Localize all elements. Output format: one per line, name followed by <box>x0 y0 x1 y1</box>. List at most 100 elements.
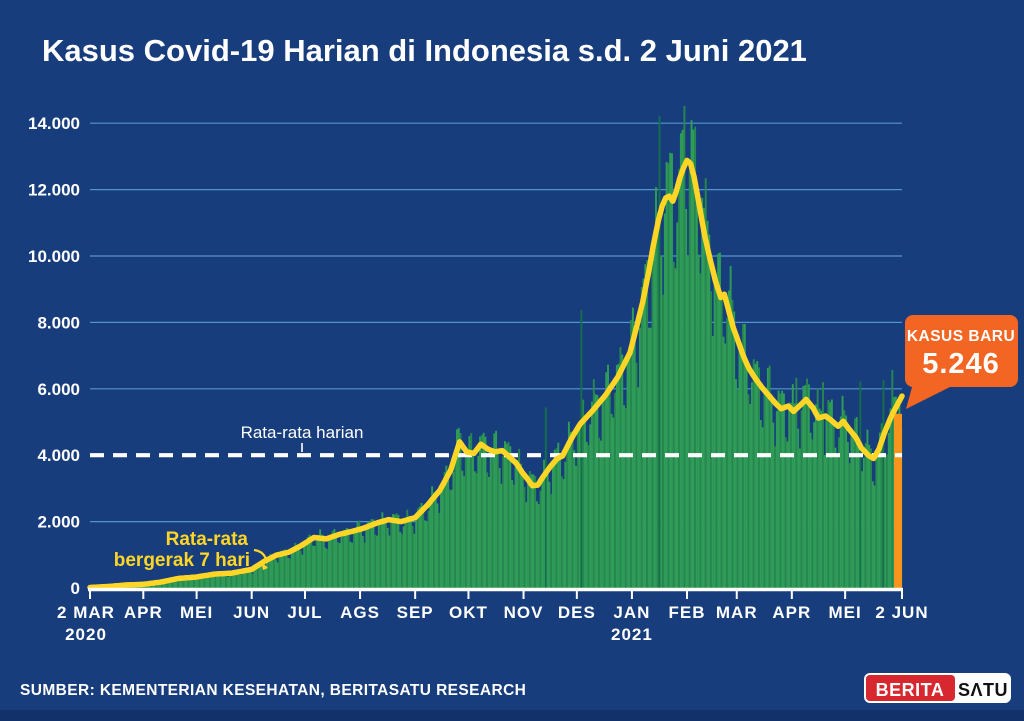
daily-bar <box>406 509 409 588</box>
daily-bar <box>818 408 821 588</box>
daily-bar <box>525 502 528 588</box>
daily-bar <box>379 520 382 588</box>
daily-average-label: Rata-rata harian <box>241 423 364 442</box>
daily-bar <box>212 576 215 588</box>
daily-bar <box>642 278 645 588</box>
daily-bar <box>388 535 391 588</box>
daily-bar <box>619 347 622 588</box>
daily-bar <box>335 535 338 588</box>
daily-bar <box>269 554 272 588</box>
moving-average-line <box>87 157 905 591</box>
daily-bar <box>210 573 213 588</box>
daily-bar <box>603 396 606 588</box>
daily-bar <box>683 106 686 588</box>
daily-bar <box>655 187 657 588</box>
daily-bar <box>198 576 201 588</box>
daily-bar <box>242 570 245 588</box>
moving-average-path <box>87 157 905 591</box>
daily-bar <box>640 287 643 588</box>
daily-bar <box>848 463 851 588</box>
daily-bar <box>656 212 659 588</box>
daily-bar <box>470 433 473 588</box>
daily-bar <box>870 448 872 588</box>
daily-bar <box>402 526 405 588</box>
daily-bar <box>235 571 238 588</box>
daily-bar <box>580 310 583 588</box>
daily-bar <box>521 468 524 588</box>
daily-bar <box>777 390 780 588</box>
daily-bar <box>336 542 339 588</box>
daily-bar <box>610 413 613 588</box>
daily-bar <box>207 574 210 588</box>
daily-bar <box>846 441 849 588</box>
y-axis-tick-label: 14.000 <box>28 114 80 133</box>
daily-bar <box>392 513 394 588</box>
daily-bar <box>537 504 540 588</box>
daily-bar <box>832 423 835 588</box>
daily-bar <box>338 543 341 588</box>
daily-bar <box>315 540 318 588</box>
daily-bar <box>864 443 867 588</box>
daily-bar <box>548 481 551 588</box>
daily-bar <box>184 577 187 588</box>
daily-bar <box>168 580 171 588</box>
x-axis <box>88 587 903 599</box>
daily-bar <box>878 432 881 588</box>
daily-bar <box>669 152 672 589</box>
daily-bar <box>162 582 165 588</box>
daily-bar <box>166 581 169 588</box>
daily-bar <box>868 444 871 588</box>
daily-bar <box>614 392 617 588</box>
daily-bar <box>649 327 652 588</box>
daily-bar <box>541 475 544 588</box>
daily-bar <box>171 578 174 588</box>
x-axis-month-label: FEB <box>669 603 706 622</box>
moving-average-arrow <box>253 548 269 564</box>
daily-bar <box>635 362 638 588</box>
daily-bar <box>326 549 329 588</box>
daily-bar <box>374 534 377 588</box>
daily-bar <box>662 294 665 588</box>
daily-bar <box>710 291 713 588</box>
daily-bar <box>415 519 418 588</box>
daily-bar <box>365 529 368 588</box>
daily-bar <box>320 534 323 588</box>
daily-bar <box>687 256 689 588</box>
daily-bar <box>159 581 162 588</box>
daily-bar <box>791 384 794 588</box>
daily-bar <box>857 440 860 588</box>
daily-bar <box>535 501 538 588</box>
daily-bar <box>786 441 789 588</box>
daily-bar <box>333 529 336 588</box>
daily-bar <box>592 379 595 588</box>
daily-bar <box>424 520 426 588</box>
daily-bar <box>248 569 251 588</box>
daily-bar <box>226 576 229 588</box>
daily-bar <box>733 311 736 588</box>
daily-bar <box>704 178 707 588</box>
daily-bar <box>612 417 615 588</box>
daily-bar <box>559 459 562 588</box>
daily-bar <box>367 521 370 588</box>
daily-bar <box>727 290 730 588</box>
moving-average-annotation: Rata-rata bergerak 7 hari <box>114 529 269 571</box>
daily-bar <box>633 333 636 588</box>
daily-bar <box>750 382 753 588</box>
daily-bar <box>361 536 364 588</box>
daily-bar <box>267 558 270 588</box>
x-axis-month-label: JUN <box>233 603 270 622</box>
callout-label: KASUS BARU <box>907 328 1015 345</box>
daily-bar <box>717 253 720 588</box>
daily-bar <box>766 367 769 588</box>
daily-bar <box>486 472 489 588</box>
daily-bar <box>363 542 366 588</box>
daily-bar <box>244 568 247 588</box>
daily-bar <box>626 357 629 588</box>
daily-bar <box>825 419 828 588</box>
daily-bar <box>448 489 451 588</box>
daily-bar <box>416 508 419 588</box>
daily-bar <box>194 575 197 588</box>
daily-bar <box>527 481 530 588</box>
